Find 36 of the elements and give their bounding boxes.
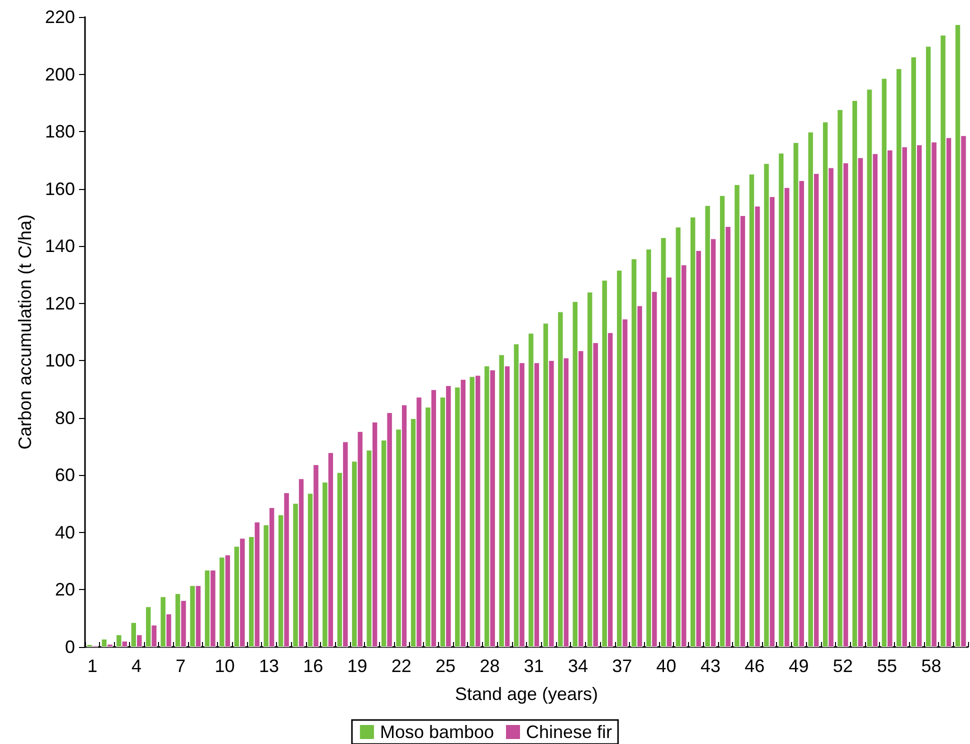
legend-label: Chinese fir xyxy=(526,722,612,742)
x-tick-label: 58 xyxy=(921,656,942,676)
x-tick-label: 46 xyxy=(744,656,765,676)
x-tick-label: 37 xyxy=(612,656,632,676)
y-tick-label: 160 xyxy=(44,178,75,199)
x-tick-label: 4 xyxy=(132,656,142,676)
x-tick-label: 34 xyxy=(568,656,588,676)
x-tick-label: 22 xyxy=(391,656,412,676)
x-tick-label: 40 xyxy=(656,656,676,676)
y-tick-label: 60 xyxy=(54,465,75,486)
x-tick-label: 49 xyxy=(788,656,809,676)
x-tick-label: 31 xyxy=(524,656,544,676)
x-tick-label: 1 xyxy=(87,656,98,676)
x-tick-label: 19 xyxy=(347,656,368,676)
y-tick-label: 200 xyxy=(44,64,75,84)
y-axis-title: Carbon accumulation (t C/ha) xyxy=(15,214,36,450)
y-tick-label: 20 xyxy=(54,580,75,600)
y-tick-label: 140 xyxy=(44,236,75,256)
y-tick-label: 100 xyxy=(44,350,75,371)
y-tick-label: 0 xyxy=(64,637,75,657)
x-tick-label: 13 xyxy=(258,656,279,676)
x-tick-label: 7 xyxy=(176,656,186,676)
x-tick-label: 28 xyxy=(480,656,500,676)
x-axis-title: Stand age (years) xyxy=(454,684,598,704)
x-tick-label: 55 xyxy=(877,656,898,676)
y-tick-label: 40 xyxy=(54,522,75,542)
x-tick-label: 16 xyxy=(303,656,324,676)
legend-label: Moso bamboo xyxy=(380,722,494,742)
y-tick-label: 80 xyxy=(54,408,75,428)
x-tick-label: 10 xyxy=(214,656,235,676)
y-tick-label: 120 xyxy=(44,293,75,314)
y-tick-label: 220 xyxy=(44,7,75,27)
x-tick-label: 52 xyxy=(832,656,853,676)
x-tick-label: 43 xyxy=(700,656,720,676)
x-tick-label: 25 xyxy=(436,656,456,676)
y-tick-label: 180 xyxy=(44,122,75,142)
